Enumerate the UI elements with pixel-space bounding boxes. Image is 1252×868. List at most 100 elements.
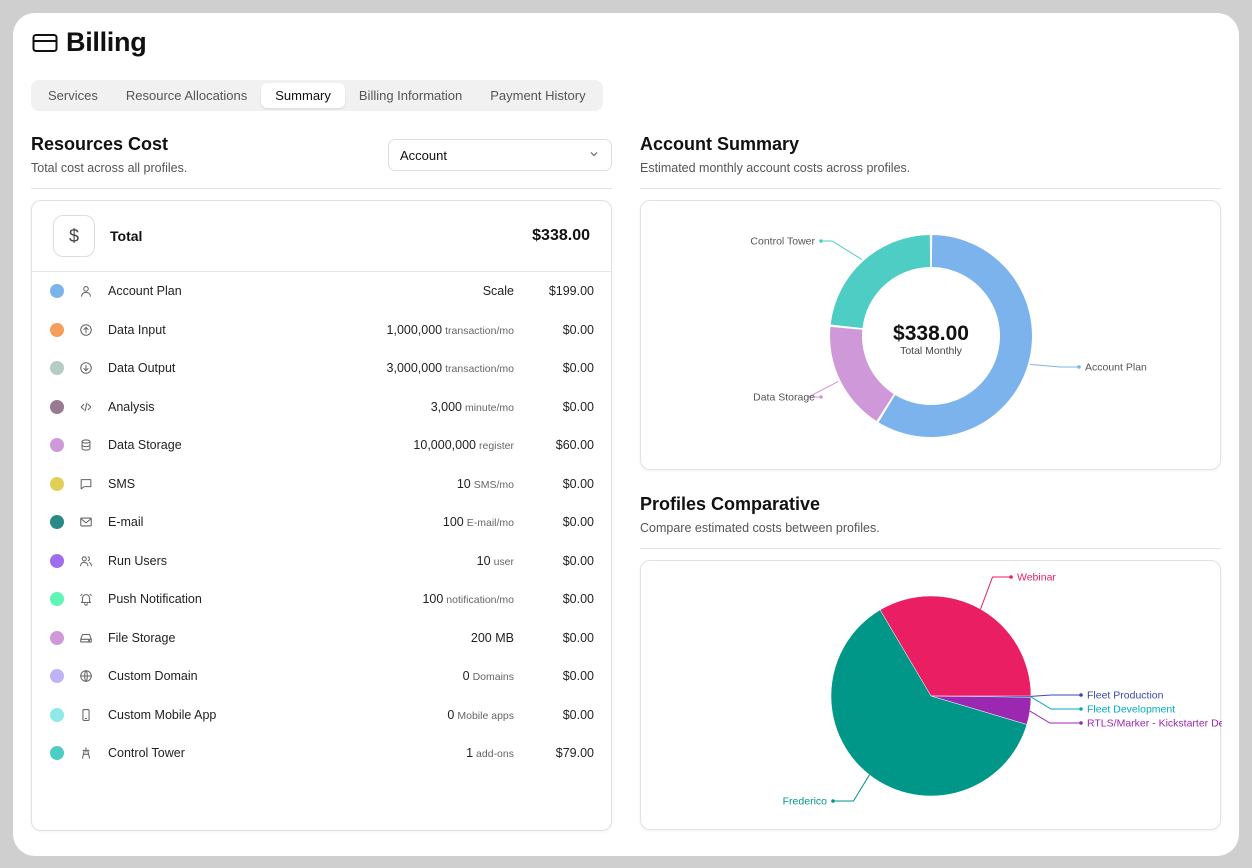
tab-billing-information[interactable]: Billing Information: [358, 88, 463, 103]
resource-name: Push Notification: [108, 592, 202, 607]
leader-dot: [1079, 721, 1083, 725]
resource-price: $199.00: [548, 284, 594, 299]
resource-quantity: 10 user: [477, 554, 514, 568]
slice-label: Account Plan: [1085, 362, 1147, 374]
slice-frederico: [830, 609, 1028, 797]
page-header: Billing: [32, 27, 147, 58]
smartphone-icon: [78, 708, 94, 722]
pie-chart: Webinar Fleet Production Fleet Development…: [783, 572, 1231, 808]
legend-dot: [50, 707, 64, 722]
leader-line: [833, 774, 870, 802]
divider: [31, 188, 612, 189]
tab-summary[interactable]: Summary: [261, 83, 345, 108]
resource-name: SMS: [108, 476, 136, 491]
resource-row-run-users: Run Users 10 user $0.00: [32, 542, 611, 581]
resource-name: E-mail: [108, 515, 144, 530]
leader-dot: [1079, 707, 1083, 711]
resource-row-e-mail: E-mail 100 E-mail/mo $0.00: [32, 503, 611, 542]
profiles-subtitle: Compare estimated costs between profiles…: [640, 521, 880, 535]
tower-icon: [78, 746, 94, 760]
resource-quantity: 100 notification/mo: [422, 592, 514, 606]
resource-name: Custom Mobile App: [108, 707, 217, 722]
legend-dot: [50, 361, 64, 376]
leader-dot: [1077, 365, 1081, 369]
message-square-icon: [78, 477, 94, 491]
resource-price: $0.00: [562, 399, 594, 414]
globe-icon: [78, 669, 94, 683]
leader-line: [1030, 696, 1081, 710]
slice-label: Frederico: [783, 796, 828, 808]
quantity-value: 100: [422, 592, 444, 607]
resource-name: Data Input: [108, 322, 166, 337]
legend-dot: [50, 476, 64, 491]
quantity-value: 10: [456, 476, 471, 491]
leader-dot: [1079, 693, 1083, 697]
quantity-unit: notification/mo: [446, 594, 514, 607]
resource-price: $0.00: [562, 361, 594, 376]
resource-name: Custom Domain: [108, 669, 198, 684]
chevron-down-icon: [588, 148, 600, 163]
resource-row-analysis: Analysis 3,000 minute/mo $0.00: [32, 388, 611, 427]
resource-row-custom-domain: Custom Domain 0 Domains $0.00: [32, 657, 611, 696]
resource-quantity: 1,000,000 transaction/mo: [387, 323, 514, 337]
quantity-value: 0: [447, 707, 455, 722]
page-title: Billing: [66, 27, 147, 57]
divider: [640, 548, 1221, 549]
resource-price: $0.00: [562, 592, 594, 607]
quantity-value: 1,000,000: [386, 322, 443, 337]
profile-select[interactable]: Account: [388, 139, 612, 171]
slice-label: Webinar: [1017, 572, 1056, 584]
resource-row-push-notification: Push Notification 100 notification/mo $0.00: [32, 580, 611, 619]
quantity-value: Scale: [482, 284, 514, 299]
leader-line: [980, 576, 1011, 610]
quantity-unit: add-ons: [476, 748, 514, 761]
slice-label: Data Storage: [753, 392, 815, 404]
donut-chart: Account Plan Data Storage Control Tower $33…: [750, 235, 1147, 438]
resource-quantity: 100 E-mail/mo: [443, 515, 514, 529]
resource-row-control-tower: Control Tower 1 add-ons $79.00: [32, 734, 611, 773]
quantity-value: 0: [462, 669, 470, 684]
leader-line: [821, 240, 863, 260]
quantity-unit: transaction/mo: [445, 324, 514, 337]
account-summary-subtitle: Estimated monthly account costs across p…: [640, 161, 911, 175]
resource-list: Account Plan Scale $199.00 Data Input 1,000,…: [32, 272, 611, 773]
mail-icon: [78, 515, 94, 529]
legend-dot: [50, 669, 64, 684]
resource-row-custom-mobile-app: Custom Mobile App 0 Mobile apps $0.00: [32, 696, 611, 735]
quantity-unit: E-mail/mo: [466, 517, 514, 530]
quantity-unit: Mobile apps: [457, 709, 514, 722]
profiles-comparative-card: Webinar Fleet Production Fleet Development…: [640, 560, 1231, 830]
resource-row-data-input: Data Input 1,000,000 transaction/mo $0.00: [32, 311, 611, 350]
total-value: $338.00: [532, 227, 590, 244]
resource-row-data-output: Data Output 3,000,000 transaction/mo $0.00: [32, 349, 611, 388]
leader-line: [1030, 694, 1081, 697]
resource-quantity: 0 Mobile apps: [447, 708, 514, 722]
donut-center-label: Total Monthly: [900, 345, 963, 357]
resource-quantity: 1 add-ons: [466, 746, 514, 760]
resource-name: Account Plan: [108, 284, 182, 299]
tab-services[interactable]: Services: [48, 88, 98, 103]
resource-price: $0.00: [562, 707, 594, 722]
quantity-unit: transaction/mo: [445, 363, 514, 376]
resource-row-file-storage: File Storage 200 MB $0.00: [32, 619, 611, 658]
resource-quantity: 3,000,000 transaction/mo: [387, 361, 514, 375]
quantity-value: 1: [466, 746, 474, 761]
account-summary-card: Account Plan Data Storage Control Tower $33…: [640, 200, 1221, 470]
credit-card-icon: [32, 32, 58, 54]
leader-line: [808, 380, 839, 398]
resource-price: $0.00: [562, 630, 594, 645]
slice-webinar: [879, 595, 1032, 697]
tab-bar: Services Resource Allocations Summary Billi…: [31, 80, 603, 111]
quantity-unit: user: [493, 555, 514, 568]
quantity-unit: SMS/mo: [473, 478, 514, 491]
leader-dot: [1009, 575, 1013, 579]
tab-payment-history[interactable]: Payment History: [490, 88, 586, 103]
legend-dot: [50, 553, 64, 568]
slice-label: Fleet Production: [1087, 690, 1164, 702]
quantity-unit: Domains: [472, 671, 514, 684]
quantity-value: 10: [476, 553, 491, 568]
total-label: Total: [110, 228, 143, 244]
tab-resource-allocations[interactable]: Resource Allocations: [125, 88, 248, 103]
legend-dot: [50, 399, 64, 414]
quantity-value: 3,000: [430, 399, 462, 414]
